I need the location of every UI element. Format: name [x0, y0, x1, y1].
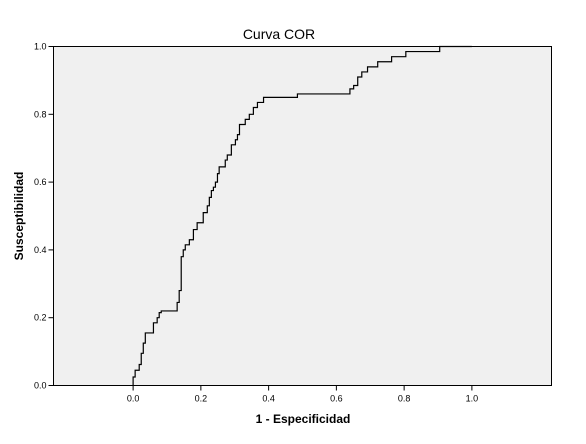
y-axis-ticks: 0.0 0.2 0.4 0.6 0.8 1.0	[34, 42, 54, 391]
y-tick-label: 0.8	[34, 109, 47, 119]
y-tick-label: 0.4	[34, 245, 47, 255]
chart-title: Curva COR	[243, 26, 315, 42]
y-tick-label: 0.0	[34, 381, 47, 391]
x-tick-label: 0.6	[330, 394, 343, 404]
x-tick-label: 0.2	[195, 394, 208, 404]
y-tick-label: 0.6	[34, 177, 47, 187]
roc-series	[132, 45, 472, 386]
x-tick-label: 0.8	[398, 394, 411, 404]
y-tick-label: 0.2	[34, 313, 47, 323]
x-axis-label: 1 - Especificidad	[256, 412, 351, 426]
plot-area	[53, 46, 552, 386]
y-axis-label: Susceptibilidad	[12, 172, 26, 261]
x-tick-label: 1.0	[466, 394, 479, 404]
x-tick-label: 0.0	[127, 394, 140, 404]
x-tick-label: 0.4	[262, 394, 275, 404]
x-axis-ticks: 0.0 0.2 0.4 0.6 0.8 1.0	[127, 385, 479, 404]
roc-curve-line	[132, 45, 472, 386]
y-tick-label: 1.0	[34, 42, 47, 52]
